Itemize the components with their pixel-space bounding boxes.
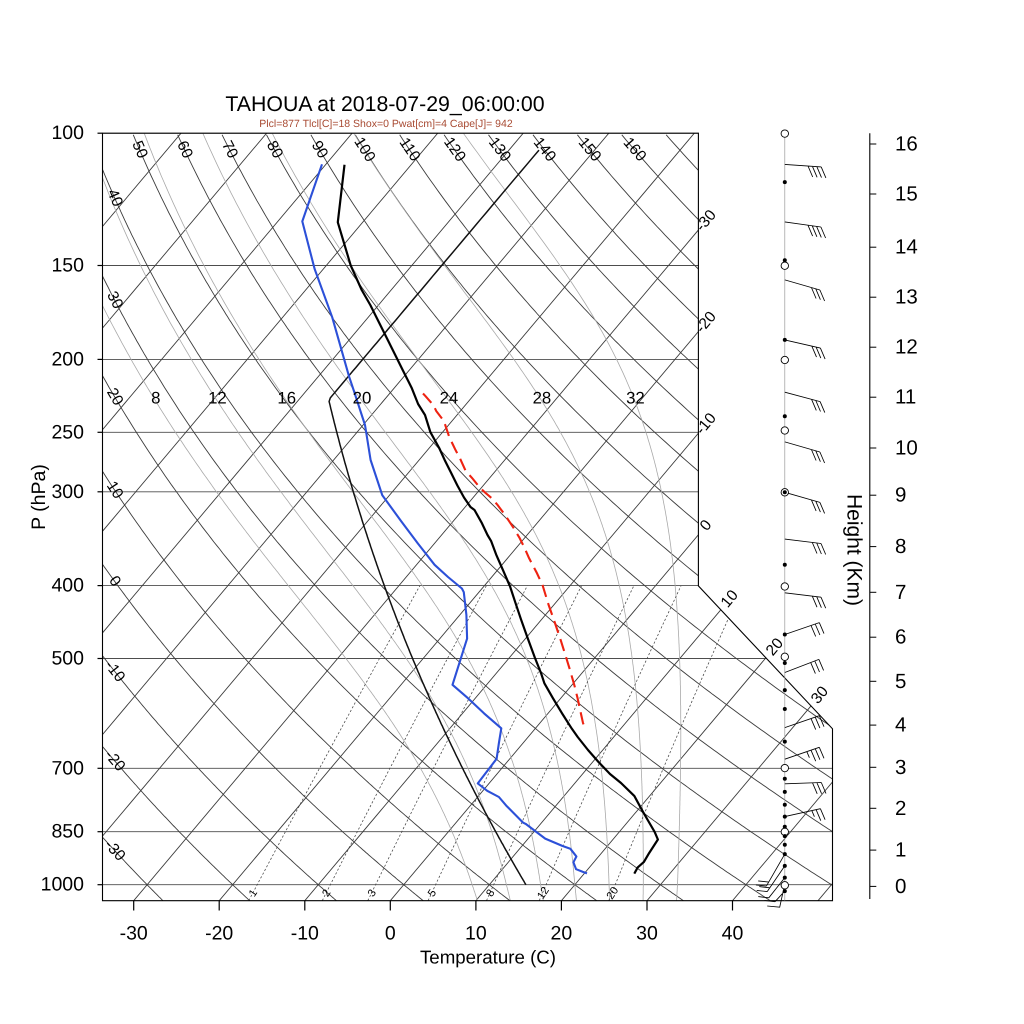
svg-text:13: 13 [895, 286, 918, 309]
svg-text:850: 850 [51, 821, 84, 843]
svg-text:20: 20 [551, 923, 573, 945]
svg-text:12: 12 [895, 336, 918, 359]
svg-text:8: 8 [151, 388, 160, 407]
svg-text:40: 40 [722, 923, 744, 945]
svg-text:10: 10 [103, 478, 127, 502]
svg-text:24: 24 [440, 388, 459, 407]
svg-text:12: 12 [208, 388, 227, 407]
svg-text:40: 40 [103, 187, 126, 210]
svg-text:700: 700 [51, 757, 84, 779]
svg-text:14: 14 [895, 236, 918, 259]
svg-text:500: 500 [51, 648, 84, 670]
svg-text:0: 0 [895, 875, 906, 898]
svg-text:10: 10 [465, 923, 487, 945]
svg-text:8: 8 [895, 535, 906, 558]
svg-text:90: 90 [308, 138, 332, 162]
svg-text:Temperature (C): Temperature (C) [420, 947, 556, 968]
svg-text:6: 6 [895, 626, 906, 649]
svg-text:1000: 1000 [41, 874, 85, 896]
svg-text:20: 20 [605, 885, 622, 902]
svg-text:80: 80 [263, 138, 286, 162]
svg-text:300: 300 [51, 481, 84, 503]
svg-text:P (hPa): P (hPa) [28, 464, 50, 530]
svg-text:30: 30 [636, 923, 658, 945]
svg-text:TAHOUA at 2018-07-29_06:00:00: TAHOUA at 2018-07-29_06:00:00 [225, 92, 544, 116]
svg-text:Height (Km): Height (Km) [843, 494, 866, 606]
svg-text:60: 60 [173, 138, 196, 161]
svg-text:16: 16 [277, 388, 296, 407]
svg-text:-20: -20 [205, 923, 233, 945]
svg-text:1: 1 [895, 839, 906, 862]
svg-text:12: 12 [535, 885, 552, 902]
svg-text:200: 200 [51, 348, 84, 370]
svg-text:5: 5 [895, 670, 906, 693]
svg-text:1: 1 [247, 887, 260, 899]
svg-text:11: 11 [895, 386, 916, 409]
svg-text:10: 10 [895, 437, 918, 460]
svg-text:400: 400 [51, 575, 84, 597]
svg-text:-30: -30 [120, 923, 148, 945]
svg-text:Plcl=877 Tlcl[C]=18 Shox=0 Pwa: Plcl=877 Tlcl[C]=18 Shox=0 Pwat[cm]=4 Ca… [259, 118, 513, 130]
svg-text:16: 16 [895, 133, 918, 156]
svg-text:150: 150 [51, 255, 84, 277]
svg-text:30: 30 [103, 289, 126, 312]
svg-text:32: 32 [626, 388, 645, 407]
svg-text:50: 50 [128, 138, 151, 161]
svg-text:250: 250 [51, 421, 84, 443]
svg-text:7: 7 [895, 581, 906, 604]
svg-text:2: 2 [895, 797, 906, 820]
svg-text:4: 4 [895, 714, 906, 737]
svg-text:0: 0 [385, 923, 396, 945]
svg-text:8: 8 [484, 887, 497, 899]
svg-text:3: 3 [895, 756, 906, 779]
svg-text:9: 9 [895, 484, 906, 507]
svg-text:20: 20 [103, 385, 127, 409]
svg-text:-10: -10 [291, 923, 319, 945]
svg-text:70: 70 [218, 138, 241, 161]
svg-text:3: 3 [366, 887, 379, 899]
svg-text:100: 100 [51, 122, 84, 144]
svg-text:5: 5 [426, 887, 439, 899]
svg-text:28: 28 [533, 388, 552, 407]
svg-text:20: 20 [353, 388, 372, 407]
svg-text:15: 15 [895, 183, 918, 206]
svg-text:2: 2 [320, 887, 333, 899]
